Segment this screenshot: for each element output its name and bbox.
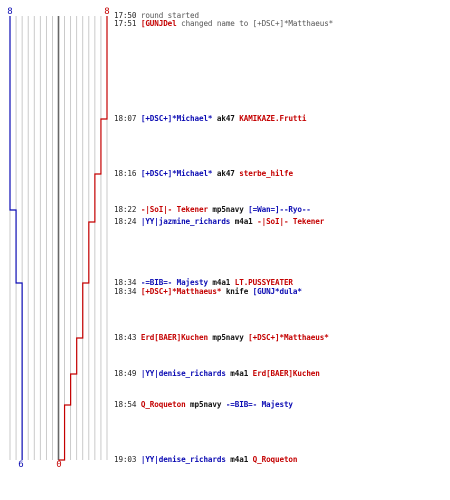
player-name: KAMIKAZE.Frutti [239,114,307,123]
chart-lines [9,16,108,461]
player-name: [+DSC+]*Matthaeus* [248,333,329,342]
weapon-name: ak47 [212,114,240,123]
player-name: |YY|denise_richards [140,369,226,378]
event-log: 17:50 round started 17:51 [GUNJDel change… [114,0,450,480]
weapon-name: m4a1 [225,455,253,464]
weapon-name: m4a1 [225,369,253,378]
weapon-name: m4a1 [207,278,235,287]
player-name: |YY|jazmine_richards [140,217,231,226]
player-name: [GUNJ*dula* [252,287,302,296]
event-time: 18:34 [114,287,141,296]
player-name: Erd[BAER]Kuchen [140,333,208,342]
blue-team-line [9,16,23,460]
player-count-chart: 8 8 6 0 [7,7,109,470]
top-right-count: 8 [104,7,109,17]
event-row: 18:34 [+DSC+]*Matthaeus* knife [GUNJ*dul… [114,287,302,296]
event-time: 17:50 [114,11,141,20]
event-time: 18:49 [114,369,141,378]
player-name: LT.PUSSYEATER [234,278,293,287]
event-row: 18:24 |YY|jazmine_richards m4a1 -|SoI|- … [114,217,324,226]
event-time: 19:03 [114,455,141,464]
red-team-line [58,16,108,461]
event-row: 18:07 [+DSC+]*Michael* ak47 KAMIKAZE.Fru… [114,114,306,123]
bottom-left-count: 6 [18,460,23,470]
event-row: 18:54 Q_Roqueton mp5navy -=BIB=- Majesty [114,400,293,409]
player-name: sterbe_hilfe [239,169,293,178]
player-name: [+DSC+]*Michael* [140,169,213,178]
player-name: -|SoI|- Tekener [257,217,325,226]
weapon-name: mp5navy [207,333,249,342]
event-time: 18:07 [114,114,141,123]
top-left-count: 8 [7,7,12,17]
event-row: 18:16 [+DSC+]*Michael* ak47 sterbe_hilfe [114,169,293,178]
event-row: 18:49 |YY|denise_richards m4a1 Erd[BAER]… [114,369,320,378]
event-time: 18:16 [114,169,141,178]
player-name: -=BIB=- Majesty [225,400,293,409]
event-row: 17:50 round started [114,11,199,20]
weapon-name: ak47 [212,169,240,178]
event-row: 18:43 Erd[BAER]Kuchen mp5navy [+DSC+]*Ma… [114,333,329,342]
event-time: 17:51 [114,19,141,28]
player-name: [=Wan=]--Ryo-- [248,205,311,214]
player-name: -=BIB=- Majesty [140,278,208,287]
player-name: [+DSC+]*Michael* [140,114,213,123]
weapon-name: m4a1 [230,217,258,226]
event-time: 18:54 [114,400,141,409]
event-row: 19:03 |YY|denise_richards m4a1 Q_Roqueto… [114,455,297,464]
event-time: 18:22 [114,205,141,214]
event-time: 18:43 [114,333,141,342]
weapon-name: knife [221,287,253,296]
player-name: [GUNJDel [140,19,177,28]
weapon-name: mp5navy [207,205,249,214]
event-time: 18:24 [114,217,141,226]
weapon-name: mp5navy [185,400,226,409]
player-name: Erd[BAER]Kuchen [252,369,320,378]
player-name: Q_Roqueton [252,455,298,464]
bottom-right-count: 0 [56,460,61,470]
event-row: 18:34 -=BIB=- Majesty m4a1 LT.PUSSYEATER [114,278,293,287]
event-text: changed name to [+DSC+]*Matthaeus* [176,19,334,28]
event-text: round started [140,11,199,20]
player-name: -|SoI|- Tekener [140,205,208,214]
event-time: 18:34 [114,278,141,287]
player-name: Q_Roqueton [140,400,186,409]
event-row: 17:51 [GUNJDel changed name to [+DSC+]*M… [114,19,333,28]
player-name: [+DSC+]*Matthaeus* [140,287,222,296]
event-row: 18:22 -|SoI|- Tekener mp5navy [=Wan=]--R… [114,205,311,214]
player-name: |YY|denise_richards [140,455,226,464]
chart-grid [9,16,108,460]
